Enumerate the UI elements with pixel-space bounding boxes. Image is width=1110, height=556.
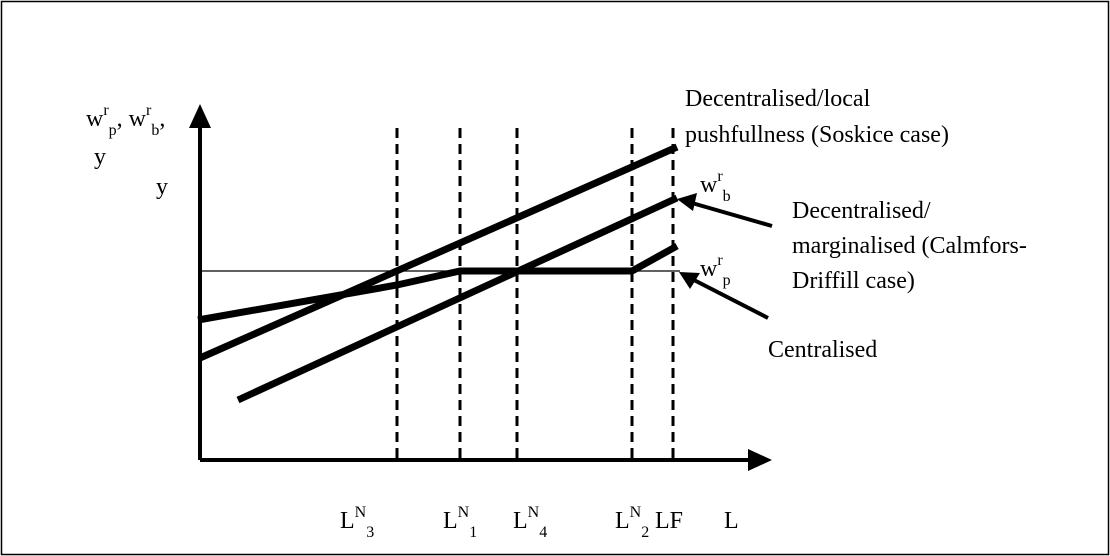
y-arrow (189, 104, 211, 128)
label-sup: N (528, 504, 540, 521)
curve-label: Decentralised/ (792, 198, 931, 224)
label-base: L (513, 508, 528, 534)
label-base: , w (117, 106, 147, 132)
x-label: L (724, 508, 739, 534)
x-label: LN 4 (513, 504, 547, 541)
pointer-head (679, 272, 700, 289)
label-sub: b (723, 188, 731, 205)
label-sup: N (458, 504, 470, 521)
label-sup: r (146, 102, 152, 119)
label-sup: N (355, 504, 367, 521)
label-sub: p (723, 272, 731, 289)
curve-label: Driffill case) (792, 268, 915, 294)
label-base: L (615, 508, 630, 534)
wb-line (236, 194, 679, 404)
curve-label: wrp (700, 252, 731, 289)
label-sub: b (151, 122, 159, 139)
pointer-head (677, 193, 697, 211)
y-axis-label: wrp, wrb, (86, 102, 165, 139)
pointer (691, 201, 773, 228)
label-sup: r (103, 102, 109, 119)
label-sub: p (109, 122, 117, 139)
label-sub: 2 (641, 524, 649, 541)
x-label: LN 1 (443, 504, 477, 541)
label-sub: 1 (469, 524, 477, 541)
wp-curve (197, 242, 679, 324)
x-labels: LN3 LN1 LN4 LN2 LF L (340, 504, 739, 541)
label-base: L (724, 508, 739, 534)
label-base: w (86, 106, 104, 132)
pushfullness-line (198, 143, 679, 362)
x-arrow (748, 449, 772, 471)
label-sub: 3 (366, 524, 374, 541)
label-base: w (700, 172, 718, 198)
pointer (691, 277, 769, 320)
label-base: LF (655, 508, 683, 534)
y-axis-label: y (94, 144, 106, 170)
label-base: , (159, 106, 165, 132)
y-marker: y (156, 174, 168, 200)
label-sup: r (717, 168, 723, 185)
curve-label: marginalised (Calmfors- (792, 233, 1027, 259)
label-base: L (340, 508, 355, 534)
label-base: w (700, 256, 718, 282)
x-label: LN 2 (615, 504, 649, 541)
label-sup: N (630, 504, 642, 521)
label-sup: r (717, 252, 723, 269)
x-label: LN 3 (340, 504, 374, 541)
curve-label: Decentralised/local (685, 86, 871, 112)
dashed-lines (395, 128, 675, 460)
x-label: LF (655, 508, 683, 534)
label-sub: 4 (539, 524, 547, 541)
label-base: L (443, 508, 458, 534)
curve-label: Centralised (768, 337, 877, 363)
curve-label: pushfullness (Soskice case) (685, 122, 949, 148)
curve-label: wrb (700, 168, 731, 205)
